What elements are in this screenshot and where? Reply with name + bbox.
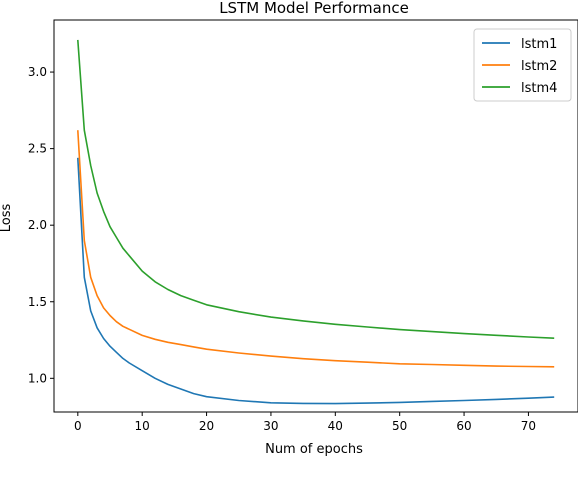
chart-title: LSTM Model Performance [219,0,409,17]
x-axis-ticks: 0 10 20 30 40 50 60 70 [74,412,536,433]
x-tick-label: 0 [74,419,82,433]
y-axis-label: Loss [0,204,14,233]
legend: lstm1 lstm2 lstm4 [473,28,572,102]
x-tick-label: 70 [521,419,536,433]
y-tick-label: 3.0 [28,65,47,79]
legend-box [473,28,572,102]
y-tick-label: 2.0 [28,218,47,232]
plot-frame [53,19,578,413]
y-tick-label: 2.5 [28,142,47,156]
y-tick-label: 1.5 [28,295,47,309]
legend-label-lstm4: lstm4 [521,81,557,96]
x-tick-label: 60 [456,419,471,433]
legend-label-lstm1: lstm1 [521,37,557,52]
x-tick-label: 40 [328,419,343,433]
series-line-lstm4 [77,39,555,339]
x-tick-label: 30 [263,419,278,433]
x-tick-label: 50 [392,419,407,433]
y-axis-ticks: 1.0 1.5 2.0 2.5 3.0 [28,65,54,385]
series-lines [77,39,555,405]
x-tick-label: 20 [199,419,214,433]
legend-label-lstm2: lstm2 [521,59,557,74]
x-axis-label: Num of epochs [265,442,363,457]
plot-area: 0 10 20 30 40 50 60 70 1.0 1.5 2.0 2.5 3.0 [28,19,578,433]
x-tick-label: 10 [135,419,150,433]
series-line-lstm1 [77,157,555,405]
series-line-lstm2 [77,130,555,368]
y-tick-label: 1.0 [28,371,47,385]
